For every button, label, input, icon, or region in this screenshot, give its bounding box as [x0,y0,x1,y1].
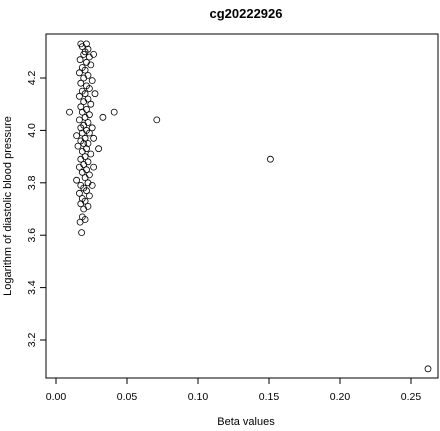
data-point [90,134,97,142]
y-tick-label: 4.2 [26,71,38,86]
data-point [81,216,89,223]
data-point [80,51,88,58]
data-point [78,229,85,237]
data-point [66,108,73,116]
y-tick-label: 3.4 [26,280,38,295]
data-point [81,66,89,74]
data-point [88,124,96,132]
data-point [87,150,95,158]
data-point [78,147,86,155]
data-point [76,116,83,124]
data-point [73,176,80,184]
data-point [78,108,86,116]
data-point [86,111,93,119]
x-axis: 0.00 0.05 0.10 0.15 0.20 0.25 [46,377,422,403]
data-point [424,365,432,373]
data-point [74,142,82,150]
y-axis-label: Logarithm of diastolic blood pressure [2,116,14,296]
y-tick-label: 3.2 [26,333,38,348]
data-point [78,168,86,176]
y-tick-label: 3.6 [26,228,38,243]
data-point [78,129,86,137]
data-point [83,187,90,195]
x-tick-label: 0.25 [401,391,422,403]
x-axis-label: Beta values [217,416,275,428]
x-tick-label: 0.05 [117,391,138,403]
data-point [76,69,83,77]
data-point [76,163,83,171]
data-point [81,113,89,121]
plot-frame [45,33,439,379]
data-point [77,79,85,87]
data-point [86,171,93,179]
data-point [266,155,274,163]
y-tick-label: 4.0 [26,123,38,138]
data-point [80,74,88,82]
data-point [88,181,96,189]
data-point [87,61,95,69]
data-point [84,140,92,147]
data-point [86,129,93,137]
data-point [95,145,102,153]
data-point [83,145,90,153]
data-point [83,58,90,66]
data-point [110,108,118,116]
data-point [76,92,83,100]
data-point [76,189,83,197]
data-point [77,124,85,132]
data-point [88,77,96,84]
data-point [87,100,95,108]
x-tick-label: 0.20 [330,391,351,403]
data-point [78,43,86,50]
data-point [86,192,93,200]
data-point [84,119,92,126]
data-point [77,155,85,163]
data-point [153,116,161,124]
y-tick-label: 3.8 [26,175,38,190]
data-point [80,205,88,213]
data-point [81,174,89,182]
data-point [86,53,93,61]
data-point [84,202,92,210]
data-point [86,85,93,92]
data-point [77,200,85,208]
data-point [84,72,92,79]
data-point [80,140,88,147]
data-point [81,90,89,98]
data-point [76,56,84,64]
data-points [66,40,432,373]
x-tick-label: 0.15 [259,391,280,403]
data-point [84,158,92,166]
x-tick-label: 0.10 [188,391,209,403]
y-axis: 3.2 3.4 3.6 3.8 4.0 4.2 [26,71,47,348]
x-tick-label: 0.00 [46,391,67,403]
data-point [91,90,99,98]
data-point [90,163,97,171]
chart-title: cg20222926 [209,6,282,21]
data-point [73,132,80,140]
data-point [99,113,107,121]
data-point [80,98,88,105]
